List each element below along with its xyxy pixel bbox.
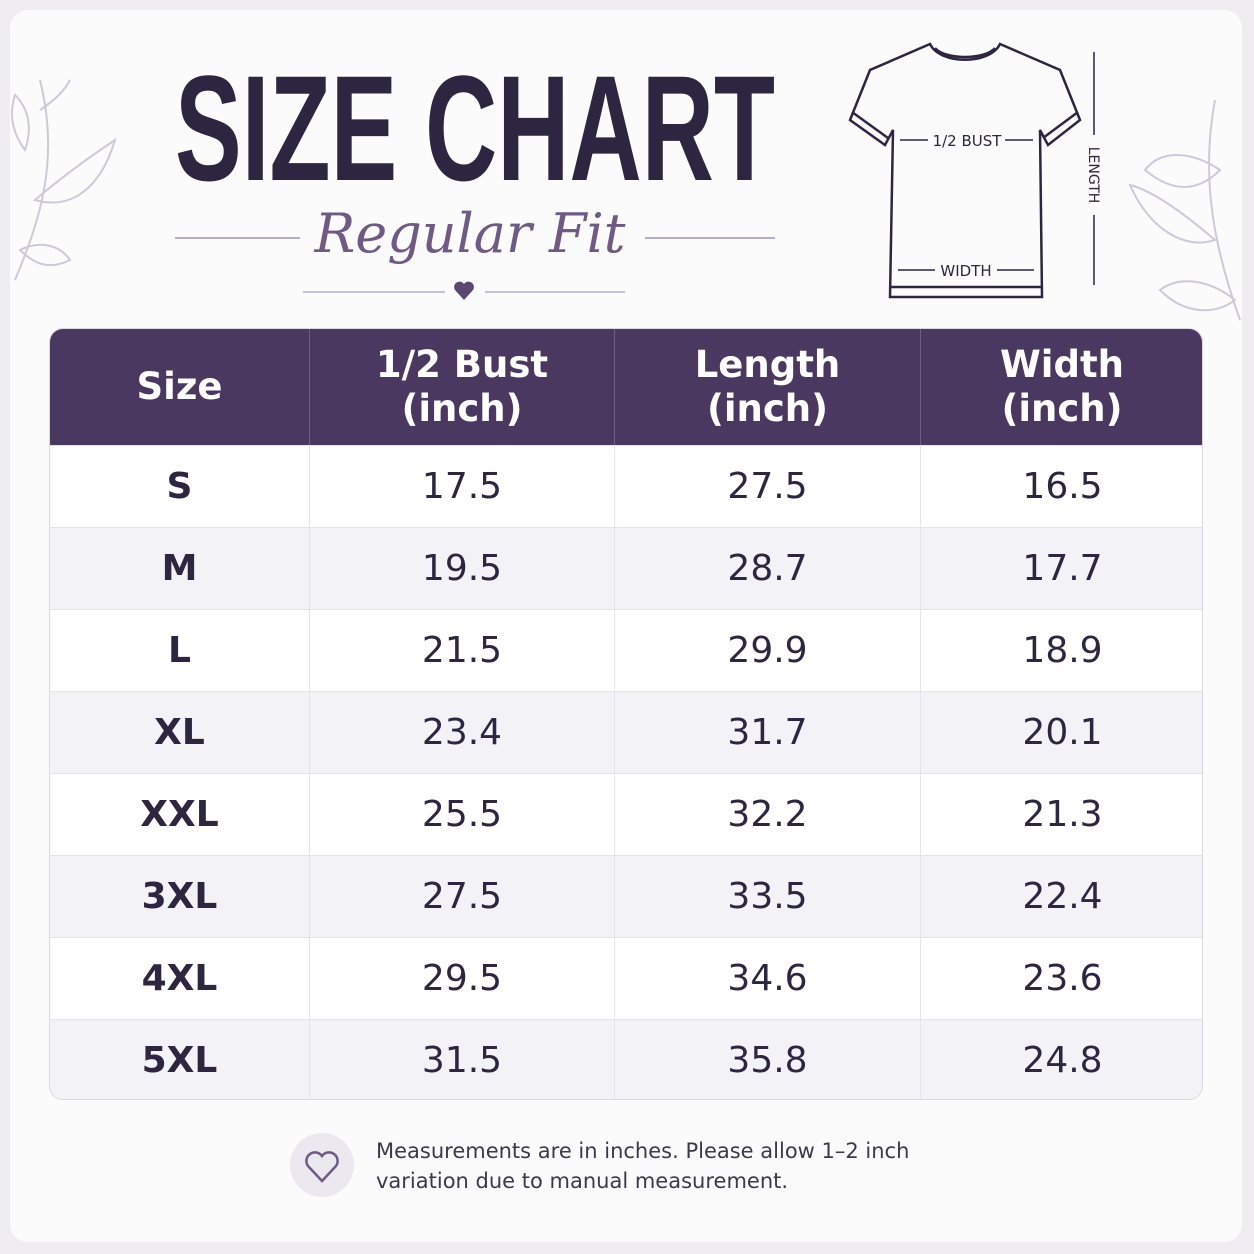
table-cell: 23.6 [921, 937, 1202, 1019]
cell-text: 23.4 [421, 711, 503, 753]
table-cell: 20.1 [921, 691, 1202, 773]
table-cell: 23.4 [310, 691, 615, 773]
table-cell: 31.7 [615, 691, 921, 773]
cell-text: 27.5 [727, 465, 808, 507]
header-text: Width [999, 343, 1124, 386]
table-cell: 19.5 [310, 527, 615, 609]
cell-text: L [168, 629, 191, 671]
footer-note: Measurements are in inches. Please allow… [376, 1136, 909, 1196]
cell-text: 18.9 [1022, 629, 1103, 671]
cell-text: S [166, 465, 193, 507]
header-text: (inch) [401, 387, 523, 430]
header-text: Length [694, 343, 841, 386]
table-cell: 34.6 [615, 937, 921, 1019]
header-text: (inch) [706, 387, 829, 430]
table-cell: S [50, 445, 310, 527]
table-cell: 32.2 [615, 773, 921, 855]
cell-text: 19.5 [421, 547, 503, 589]
header-cell: Size [50, 329, 310, 445]
row-bg [50, 937, 1202, 1019]
table-cell: 24.8 [921, 1019, 1202, 1099]
header-cell: 1/2 Bust (inch) [310, 329, 615, 445]
note-line: variation due to manual measurement. [376, 1166, 909, 1196]
cell-text: 29.9 [727, 629, 808, 671]
table-cell: M [50, 527, 310, 609]
size-table: Size 1/2 Bust (inch) Length (inch) Width (inch… [49, 328, 1203, 1100]
table-cell: XL [50, 691, 310, 773]
table-cell: 5XL [50, 1019, 310, 1099]
cell-text: 31.7 [727, 711, 808, 753]
cell-text: 32.2 [727, 793, 808, 835]
table-cell: 22.4 [921, 855, 1202, 937]
note-line: Measurements are in inches. Please allow… [376, 1136, 909, 1166]
header-cell: Width (inch) [921, 329, 1202, 445]
cell-text: 4XL [141, 957, 218, 999]
table-cell: 21.3 [921, 773, 1202, 855]
row-bg [50, 773, 1202, 855]
row-bg [50, 855, 1202, 937]
cell-text: XXL [140, 793, 219, 835]
table-cell: 17.7 [921, 527, 1202, 609]
header-cell: Length (inch) [615, 329, 921, 445]
table-cell: 33.5 [615, 855, 921, 937]
table-cell: 16.5 [921, 445, 1202, 527]
table-cell: 28.7 [615, 527, 921, 609]
cell-text: XL [154, 711, 205, 753]
cell-text: 22.4 [1022, 875, 1103, 917]
header-text: 1/2 Bust [375, 343, 549, 386]
cell-text: 28.7 [727, 547, 808, 589]
header-text: Size [136, 365, 223, 408]
table-cell: 31.5 [310, 1019, 615, 1099]
table-cell: 35.8 [615, 1019, 921, 1099]
note-text: Measurements are in inches. Please allow… [376, 1139, 910, 1163]
cell-text: 24.8 [1022, 1039, 1103, 1081]
cell-text: 31.5 [421, 1039, 503, 1081]
table-cell: 29.9 [615, 609, 921, 691]
cell-text: 27.5 [421, 875, 503, 917]
cell-text: 3XL [141, 875, 218, 917]
table-cell: 29.5 [310, 937, 615, 1019]
table-cell: 4XL [50, 937, 310, 1019]
table-cell: 21.5 [310, 609, 615, 691]
cell-text: M [161, 547, 198, 589]
header-text: (inch) [1001, 387, 1123, 430]
table-cell: L [50, 609, 310, 691]
cell-text: 33.5 [727, 875, 808, 917]
row-bg [50, 691, 1202, 773]
row-bg [50, 445, 1202, 527]
cell-text: 35.8 [727, 1039, 808, 1081]
cell-text: 34.6 [727, 957, 808, 999]
note-text: variation due to manual measurement. [376, 1169, 789, 1193]
cell-text: 20.1 [1022, 711, 1103, 753]
cell-text: 21.5 [421, 629, 503, 671]
table-cell: 25.5 [310, 773, 615, 855]
table-cell: 3XL [50, 855, 310, 937]
cell-text: 25.5 [421, 793, 503, 835]
cell-text: 17.7 [1022, 547, 1103, 589]
table-cell: 17.5 [310, 445, 615, 527]
row-bg [50, 527, 1202, 609]
cell-text: 23.6 [1022, 957, 1103, 999]
cell-text: 5XL [141, 1039, 218, 1081]
table-cell: XXL [50, 773, 310, 855]
cell-text: 29.5 [421, 957, 503, 999]
table-cell: 27.5 [615, 445, 921, 527]
cell-text: 21.3 [1022, 793, 1103, 835]
cell-text: 17.5 [421, 465, 503, 507]
table-cell: 27.5 [310, 855, 615, 937]
table-cell: 18.9 [921, 609, 1202, 691]
row-bg [50, 609, 1202, 691]
cell-text: 16.5 [1022, 465, 1103, 507]
row-bg [50, 1019, 1202, 1099]
